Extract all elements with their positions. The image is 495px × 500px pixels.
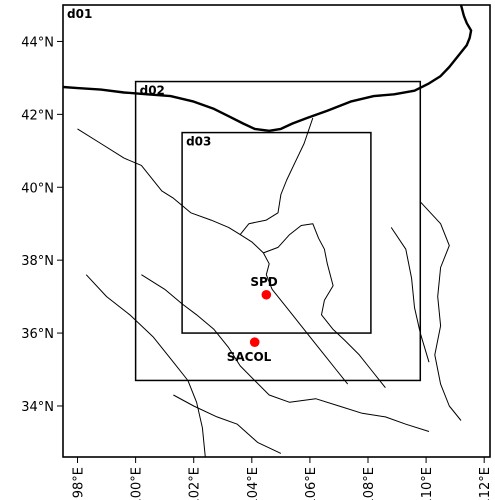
provincial-border-6 xyxy=(173,394,282,454)
domains-layer: d01 d02 d03 xyxy=(62,4,491,458)
sites-layer: SPD SACOL xyxy=(227,275,278,364)
provincial-border-2 xyxy=(263,223,386,389)
x-tick-label: 108°E xyxy=(362,467,377,500)
provincial-border-3 xyxy=(419,201,462,421)
domain-box-d01 xyxy=(62,4,491,458)
y-tick-label: 44°N xyxy=(21,35,54,50)
provincial-border-0 xyxy=(77,128,349,385)
y-tick-label: 38°N xyxy=(21,254,54,269)
provincial-border-1 xyxy=(239,117,314,235)
borders-layer xyxy=(63,5,473,457)
y-tick-label: 40°N xyxy=(21,181,54,196)
x-tick-label: 112°E xyxy=(478,467,493,500)
domain-box-d03 xyxy=(181,131,372,334)
domain-label-d01: d01 xyxy=(67,7,92,21)
x-tick-label: 102°E xyxy=(188,467,203,500)
x-tick-label: 100°E xyxy=(130,467,145,500)
x-tick-label: 104°E xyxy=(246,467,261,500)
site-marker-spd xyxy=(261,289,272,300)
x-tick-label: 110°E xyxy=(420,467,435,500)
site-label-sacol: SACOL xyxy=(227,350,272,364)
x-tick-label: 98°E xyxy=(72,467,87,498)
provincial-border-5 xyxy=(85,274,206,457)
site-marker-sacol xyxy=(249,337,260,347)
y-tick-label: 42°N xyxy=(21,108,54,123)
provincial-border-4 xyxy=(141,274,430,432)
provincial-border-7 xyxy=(390,227,430,363)
x-tick-label: 106°E xyxy=(304,467,319,500)
y-tick-label: 36°N xyxy=(21,327,54,342)
national-border xyxy=(63,5,473,132)
domain-label-d02: d02 xyxy=(140,84,165,98)
y-tick-label: 34°N xyxy=(21,400,54,415)
site-label-spd: SPD xyxy=(250,275,277,289)
ticks-layer: 98°E 100°E 102°E 104°E 106°E 108°E 110°E 112°E 3… xyxy=(21,35,493,500)
domain-box-d02 xyxy=(134,80,422,382)
domain-label-d03: d03 xyxy=(186,135,211,149)
